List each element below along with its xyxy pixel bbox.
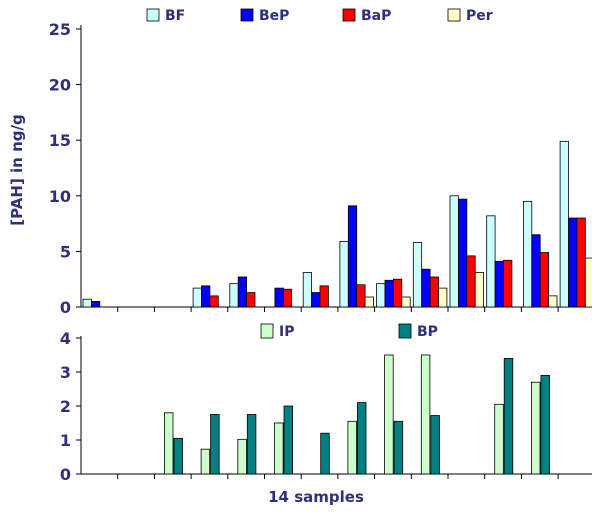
y-tick-label: 10 — [49, 187, 71, 206]
bar-bp — [320, 432, 330, 475]
bar-bap — [503, 259, 513, 307]
bar-bep — [384, 279, 394, 307]
bar-per — [584, 257, 592, 307]
bar-bep — [568, 217, 578, 307]
bar-bf — [339, 240, 349, 307]
bar-bap — [319, 285, 329, 307]
y-tick-label: 5 — [60, 242, 71, 261]
bar-bp — [246, 414, 257, 475]
bar-ip — [237, 438, 247, 475]
bar-bf — [559, 140, 569, 307]
bar-bp — [283, 405, 294, 475]
y-tick-label: 20 — [49, 76, 71, 95]
y-tick-label: 3 — [60, 363, 71, 382]
bar-bep — [421, 268, 431, 307]
y-tick-label: 25 — [49, 20, 71, 39]
bar-bap — [576, 217, 586, 307]
bar-bep — [531, 234, 541, 307]
bar-ip — [384, 354, 394, 475]
bar-ip — [531, 381, 541, 475]
bar-bap — [356, 284, 366, 307]
bar-bp — [356, 402, 367, 475]
y-tick-label: 2 — [60, 397, 71, 416]
bar-bap — [429, 276, 439, 307]
bottom-panel: 0 1 2 3 4 IP BP — [60, 323, 592, 484]
bar-per — [548, 295, 558, 307]
bar-bep — [274, 287, 284, 307]
bar-bep — [237, 276, 247, 307]
bar-bp — [210, 414, 220, 475]
bar-bep — [494, 261, 504, 307]
bar-bap — [392, 278, 403, 307]
bar-per — [364, 296, 374, 307]
legend-label: IP — [279, 324, 294, 340]
legend-swatch — [240, 8, 254, 22]
bar-per — [474, 272, 485, 307]
bar-bap — [539, 252, 550, 307]
bar-bf — [229, 283, 239, 307]
bar-ip — [420, 354, 431, 475]
legend-swatch — [146, 8, 160, 22]
y-tick-label: 0 — [60, 465, 71, 484]
bar-bf — [302, 272, 313, 307]
bar-bep — [311, 292, 321, 307]
legend-swatch — [447, 8, 461, 22]
bar-bf — [486, 215, 496, 307]
top-panel: 0 5 10 15 20 25 BF BeP BaP Per — [49, 8, 592, 317]
legend-label: BeP — [259, 8, 289, 24]
bar-bap — [209, 295, 219, 307]
bar-bap — [282, 288, 293, 307]
bar-per — [438, 287, 448, 307]
bar-bp — [540, 374, 550, 475]
bar-ip — [347, 420, 357, 475]
bar-bep — [91, 301, 101, 307]
bar-bp — [503, 357, 514, 475]
legend-label: BaP — [361, 8, 391, 24]
bar-bep — [457, 198, 468, 307]
bars-top — [82, 140, 592, 307]
bar-ip — [274, 422, 284, 475]
bar-bap — [466, 255, 476, 307]
bar-bf — [412, 242, 423, 307]
legend-swatch — [260, 323, 274, 339]
bar-ip — [163, 412, 174, 475]
y-tick-label: 0 — [60, 298, 71, 317]
x-axis-label: 14 samples — [268, 488, 364, 506]
legend-swatch — [342, 8, 356, 22]
legend-swatch — [398, 323, 412, 339]
bar-bf — [449, 195, 459, 307]
bar-ip — [200, 448, 211, 475]
bar-bep — [347, 205, 358, 307]
bar-bap — [246, 292, 256, 307]
bar-ip — [494, 403, 504, 475]
bar-bf — [376, 283, 386, 307]
bar-bf — [192, 287, 202, 307]
y-tick-label: 4 — [60, 329, 71, 348]
bar-bf — [523, 200, 533, 307]
y-tick-label: 1 — [60, 431, 71, 450]
bar-bp — [430, 415, 440, 475]
y-tick-label: 15 — [49, 131, 71, 150]
bar-bp — [173, 437, 183, 475]
bar-per — [401, 296, 411, 307]
legend-label: BF — [165, 8, 185, 24]
bar-bf — [82, 298, 92, 307]
legend-label: BP — [417, 324, 438, 340]
bar-bep — [201, 285, 211, 307]
bar-bp — [393, 420, 404, 475]
y-axis-label: [PAH] in ng/g — [8, 114, 26, 225]
legend-label: Per — [466, 8, 493, 24]
